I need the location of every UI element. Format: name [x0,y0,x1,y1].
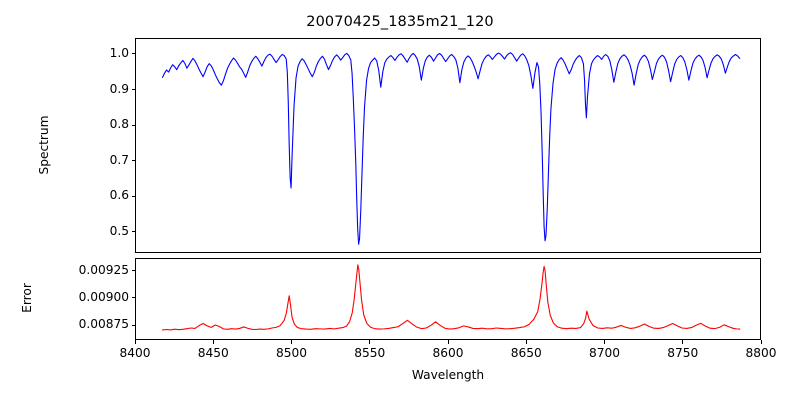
tick-mark [212,340,214,344]
figure-title: 20070425_1835m21_120 [306,14,494,30]
tick-mark [131,53,135,55]
y-tick-label: 0.8 [109,117,129,132]
tick-mark [604,340,605,344]
y-tick-label: 0.7 [109,152,129,167]
error-axis-label: Error [20,283,34,313]
tick-mark [131,89,135,91]
tick-mark [131,270,135,272]
x-tick-label: 8400 [119,346,151,360]
tick-mark [131,231,135,233]
x-tick-label: 8750 [667,346,699,360]
wavelength-axis-label: Wavelength [411,368,485,382]
x-tick-label: 8550 [354,346,386,360]
y-tick-label: 0.00900 [78,289,129,304]
error-panel [135,258,761,340]
tick-mark [525,340,527,344]
x-tick-label: 8650 [510,346,542,360]
x-tick-label: 8800 [745,346,777,360]
tick-mark [369,340,371,344]
spectrum-axis-label: Spectrum [37,114,51,175]
y-tick-label: 0.00875 [78,317,129,332]
tick-mark [134,340,136,344]
x-tick-label: 8500 [275,346,308,360]
y-tick-label: 0.9 [109,81,129,96]
tick-mark [131,297,135,299]
y-tick-label: 1.0 [109,45,129,60]
y-tick-label: 0.00925 [78,262,129,277]
tick-mark [131,124,135,126]
tick-mark [447,340,449,344]
tick-mark [131,195,135,197]
tick-mark [131,324,135,326]
tick-mark [131,160,135,162]
y-tick-label: 0.5 [109,223,129,238]
y-tick-label: 0.6 [109,188,129,203]
tick-mark [682,340,684,344]
tick-mark [760,340,762,344]
spectrum-panel [135,38,761,253]
spectrum-line-plot [136,39,760,252]
error-line-plot [136,259,760,339]
x-tick-label: 8600 [432,346,464,360]
x-tick-label: 8700 [588,346,621,360]
x-tick-label: 8450 [197,346,229,360]
tick-mark [291,340,292,344]
